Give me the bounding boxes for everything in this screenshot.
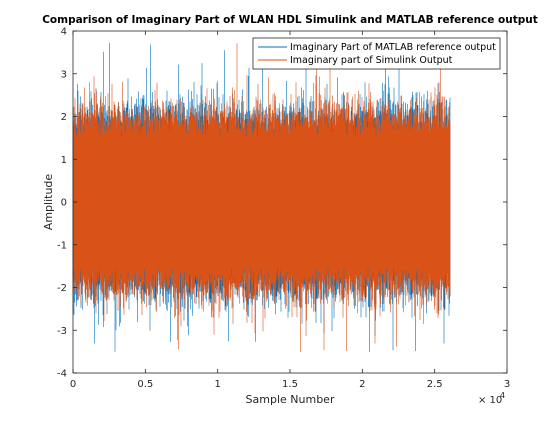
x-tick-label: 0 (70, 379, 76, 390)
y-tick-label: -1 (57, 240, 67, 251)
x-tick-label: 2.5 (427, 379, 443, 390)
legend: Imaginary Part of MATLAB reference outpu… (252, 37, 501, 70)
legend-box (252, 37, 501, 70)
y-tick-label: 0 (61, 198, 67, 209)
y-tick-label: -2 (57, 283, 67, 294)
y-axis: -4 -3 -2 -1 0 1 2 3 4 (57, 27, 507, 380)
y-tick-label: 3 (61, 69, 67, 80)
legend-label-matlab: Imaginary Part of MATLAB reference outpu… (290, 42, 496, 53)
y-tick-label: -4 (57, 369, 67, 380)
x-tick-label: 2 (359, 379, 365, 390)
x-tick-label: 1.5 (282, 379, 298, 390)
x-exponent-base: × 10 (478, 395, 502, 406)
legend-label-simulink: Imaginary part of Simulink Output (290, 55, 453, 66)
x-exponent-power: 4 (500, 391, 505, 400)
chart-title: Comparison of Imaginary Part of WLAN HDL… (42, 14, 538, 26)
x-tick-label: 0.5 (137, 379, 153, 390)
x-axis: 0 0.5 1 1.5 2 2.5 3 (70, 31, 510, 390)
y-tick-label: 2 (61, 112, 67, 123)
x-tick-label: 1 (214, 379, 220, 390)
y-tick-label: 4 (61, 27, 67, 38)
x-axis-label: Sample Number (246, 393, 335, 406)
x-tick-label: 3 (504, 379, 510, 390)
x-axis-exponent: × 10 4 (478, 391, 505, 406)
y-tick-label: 1 (61, 155, 67, 166)
y-tick-label: -3 (57, 326, 67, 337)
y-axis-label: Amplitude (42, 174, 55, 231)
